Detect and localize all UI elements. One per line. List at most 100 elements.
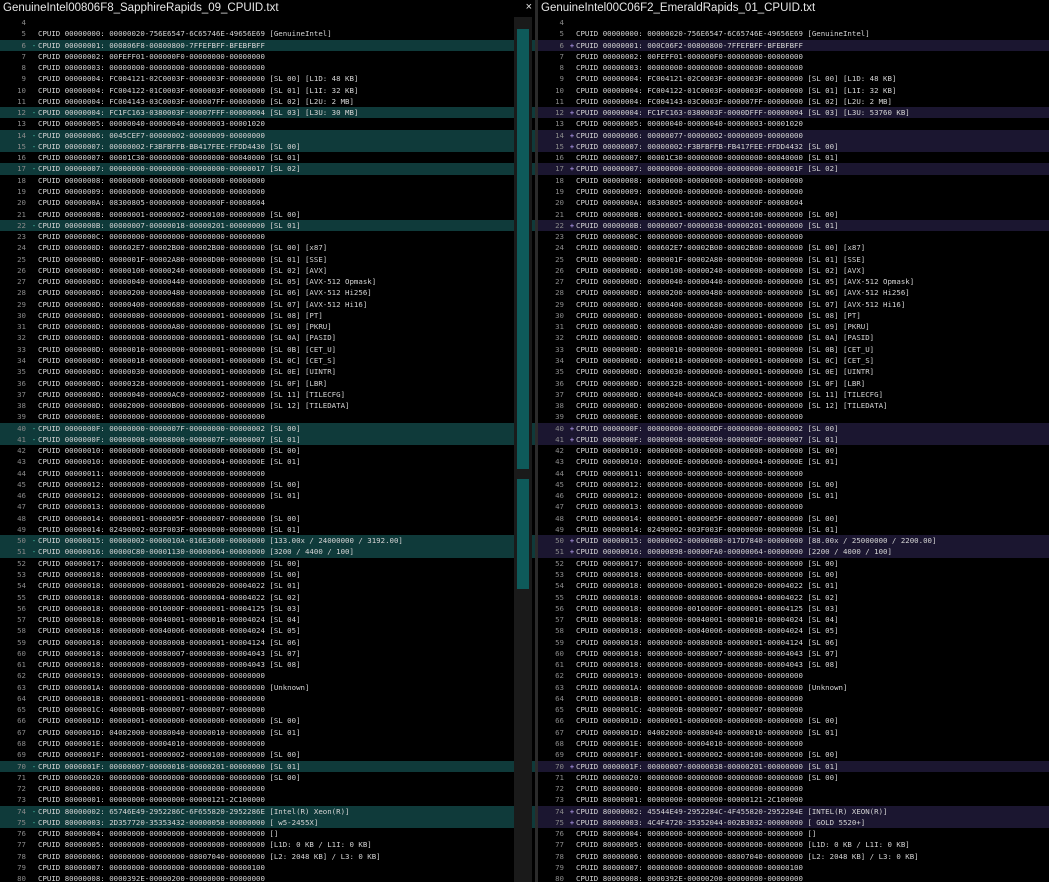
right-code-line[interactable]: 60 CPUID 00000018: 00000000-00080007-000… [538, 648, 1049, 659]
right-code-line[interactable]: 17 + CPUID 00000007: 00000000-00000000-000… [538, 163, 1049, 175]
left-code-line[interactable]: 16 CPUID 00000007: 00001C30-00000000-000… [0, 152, 535, 163]
left-diff-pane[interactable]: GenuineIntel00806F8_SapphireRapids_09_CP… [0, 0, 535, 882]
right-code-line[interactable]: 39 CPUID 0000000E: 00000000-00000000-000… [538, 411, 1049, 422]
right-code-line[interactable]: 7 CPUID 00000002: 00FEFF01-000000F0-0000… [538, 51, 1049, 62]
right-code-line[interactable]: 28 CPUID 0000000D: 00000200-00000480-000… [538, 287, 1049, 298]
left-code-line[interactable]: 11 CPUID 00000004: FC004143-03C0003F-000… [0, 96, 535, 107]
left-code-line[interactable]: 70- CPUID 0000001F: 00000007-00000018-000… [0, 760, 535, 772]
left-code-line[interactable]: 12- CPUID 00000004: FC1FC163-0380003F-000… [0, 107, 535, 119]
right-code-line[interactable]: 48 CPUID 00000014: 00000001-0000005F-000… [538, 513, 1049, 524]
right-code-line[interactable]: 16 CPUID 00000007: 00001C30-00000000-000… [538, 152, 1049, 163]
left-code-line[interactable]: 77 CPUID 80000005: 00000000-00000000-000… [0, 839, 535, 850]
right-code-line[interactable]: 20 CPUID 0000000A: 08300805-00000000-000… [538, 197, 1049, 208]
right-code-line[interactable]: 26 CPUID 0000000D: 00000100-00000240-000… [538, 265, 1049, 276]
left-code-line[interactable]: 50- CPUID 00000015: 00000002-0000010A-016… [0, 535, 535, 547]
left-code-line[interactable]: 19 CPUID 00000009: 00000000-00000000-000… [0, 186, 535, 197]
left-code-line[interactable]: 53 CPUID 00000018: 00000008-00000000-000… [0, 569, 535, 580]
left-code-line[interactable]: 8 CPUID 00000003: 00000000-00000000-0000… [0, 62, 535, 73]
right-code-line[interactable]: 43 CPUID 00000010: 0000000E-00006000-000… [538, 456, 1049, 467]
left-code-line[interactable]: 57 CPUID 00000018: 00000000-00040001-000… [0, 614, 535, 625]
right-code-line[interactable]: 24 CPUID 0000000D: 000602E7-00002B00-000… [538, 242, 1049, 253]
right-code-line[interactable]: 57 CPUID 00000018: 00000000-00040001-000… [538, 614, 1049, 625]
right-code-line[interactable]: 44 CPUID 00000011: 00000000-00000000-000… [538, 468, 1049, 479]
left-code-line[interactable]: 79 CPUID 80000007: 00000000-00000000-000… [0, 862, 535, 873]
right-code-line[interactable]: 21 CPUID 0000000B: 00000001-00000002-000… [538, 209, 1049, 220]
right-code-line[interactable]: 56 CPUID 00000018: 00000000-0010000F-000… [538, 603, 1049, 614]
left-code-line[interactable]: 72 CPUID 80000000: 80000008-00000000-000… [0, 783, 535, 794]
left-code-line[interactable]: 54 CPUID 00000018: 00000000-00080001-000… [0, 580, 535, 591]
right-code-line[interactable]: 6 + CPUID 00000001: 000C06F2-00800800-7FFE… [538, 39, 1049, 51]
right-code-line[interactable]: 53 CPUID 00000018: 00000008-00000000-000… [538, 569, 1049, 580]
left-code-line[interactable]: 38 CPUID 0000000D: 00002000-00000B00-000… [0, 400, 535, 411]
right-code-line[interactable]: 37 CPUID 0000000D: 00000040-00000AC0-000… [538, 389, 1049, 400]
left-code-line[interactable]: 63 CPUID 0000001A: 00000000-00000000-000… [0, 682, 535, 693]
right-code-line[interactable]: 58 CPUID 00000018: 00000000-00040006-000… [538, 625, 1049, 636]
right-code-line[interactable]: 63 CPUID 0000001A: 00000000-00000000-000… [538, 682, 1049, 693]
left-code-line[interactable]: 5 CPUID 00000000: 00000020-756E6547-6C65… [0, 28, 535, 39]
right-code-line[interactable]: 62 CPUID 00000019: 00000000-00000000-000… [538, 670, 1049, 681]
right-code-line[interactable]: 68 CPUID 0000001E: 00000000-00004010-000… [538, 738, 1049, 749]
left-code-line[interactable]: 68 CPUID 0000001E: 00000000-00004010-000… [0, 738, 535, 749]
left-code-line[interactable]: 73 CPUID 80000001: 00000000-00000000-000… [0, 794, 535, 805]
left-code-line[interactable]: 39 CPUID 0000000E: 00000000-00000000-000… [0, 411, 535, 422]
right-code-line[interactable]: 77 CPUID 80000005: 00000000-00000000-000… [538, 839, 1049, 850]
right-code-line[interactable]: 71 CPUID 00000020: 00000000-00000000-000… [538, 772, 1049, 783]
right-code-line[interactable]: 9 CPUID 00000004: FC004121-02C0003F-0000… [538, 73, 1049, 84]
right-code-line[interactable]: 18 CPUID 00000008: 00000000-00000000-000… [538, 175, 1049, 186]
right-code-line[interactable]: 75 + CPUID 80000003: 4C4F4720-35352044-002… [538, 816, 1049, 829]
left-code-line[interactable]: 34 CPUID 0000000D: 00000018-00000000-000… [0, 355, 535, 366]
right-code-line[interactable]: 64 CPUID 0000001B: 00000001-00000001-000… [538, 693, 1049, 704]
right-code-line[interactable]: 67 CPUID 0000001D: 04002000-00080040-000… [538, 727, 1049, 738]
right-code-line[interactable]: 61 CPUID 00000018: 00000000-00080009-000… [538, 659, 1049, 670]
pane-divider[interactable] [535, 0, 538, 882]
left-code-line[interactable]: 13 CPUID 00000005: 00000040-00000040-000… [0, 118, 535, 129]
right-code-line[interactable]: 35 CPUID 0000000D: 00000030-00000000-000… [538, 366, 1049, 377]
right-code-line[interactable]: 72 CPUID 80000000: 80000008-00000000-000… [538, 783, 1049, 794]
right-code-line[interactable]: 47 CPUID 00000013: 00000000-00000000-000… [538, 501, 1049, 512]
right-code-line[interactable]: 55 CPUID 00000018: 00000000-00080006-000… [538, 592, 1049, 603]
left-code-line[interactable]: 14- CPUID 00000006: 0045CEF7-00000002-000… [0, 129, 535, 141]
left-close-icon[interactable]: × [525, 1, 532, 13]
left-code-line[interactable]: 60 CPUID 00000018: 00000000-00080007-000… [0, 648, 535, 659]
right-code-line[interactable]: 51 + CPUID 00000016: 00000898-00000FA0-000… [538, 546, 1049, 558]
left-code-line[interactable]: 48 CPUID 00000014: 00000001-0000005F-000… [0, 513, 535, 524]
right-code-line[interactable]: 50 + CPUID 00000015: 00000002-000000B0-017… [538, 535, 1049, 547]
right-code-line[interactable]: 5 CPUID 00000000: 00000020-756E6547-6C65… [538, 28, 1049, 39]
right-code-line[interactable]: 38 CPUID 0000000D: 00002000-00000B00-000… [538, 400, 1049, 411]
left-code-line[interactable]: 43 CPUID 00000010: 0000000E-00006000-000… [0, 456, 535, 467]
left-code-line[interactable]: 52 CPUID 00000017: 00000000-00000000-000… [0, 558, 535, 569]
right-code-line[interactable]: 31 CPUID 0000000D: 00000008-00000A80-000… [538, 321, 1049, 332]
left-code-line[interactable]: 24 CPUID 0000000D: 000602E7-00002B00-000… [0, 242, 535, 253]
right-code-line[interactable]: 45 CPUID 00000012: 00000000-00000000-000… [538, 479, 1049, 490]
right-code-line[interactable]: 40 + CPUID 0000000F: 00000000-000000DF-000… [538, 422, 1049, 434]
left-code-line[interactable]: 65 CPUID 0000001C: 4000000B-00000007-000… [0, 704, 535, 715]
left-scrollbar[interactable] [514, 17, 532, 882]
right-code-line[interactable]: 78 CPUID 80000006: 00000000-00000000-080… [538, 851, 1049, 862]
right-code-line[interactable]: 27 CPUID 0000000D: 00000040-00000440-000… [538, 276, 1049, 287]
right-code-line[interactable]: 36 CPUID 0000000D: 00000328-00000000-000… [538, 378, 1049, 389]
right-code-line[interactable]: 46 CPUID 00000012: 00000000-00000000-000… [538, 490, 1049, 501]
right-code-line[interactable]: 49 CPUID 00000014: 02490002-003F003F-000… [538, 524, 1049, 535]
right-code-line[interactable]: 33 CPUID 0000000D: 00000010-00000000-000… [538, 344, 1049, 355]
left-code-line[interactable]: 67 CPUID 0000001D: 04002000-00080040-000… [0, 727, 535, 738]
left-code-line[interactable]: 56 CPUID 00000018: 00000000-0010000F-000… [0, 603, 535, 614]
left-code-line[interactable]: 78 CPUID 80000006: 00000000-00000000-080… [0, 851, 535, 862]
left-code-line[interactable]: 75- CPUID 80000003: 2D357720-35353432-000… [0, 816, 535, 829]
left-code-line[interactable]: 17- CPUID 00000007: 00000000-00000000-000… [0, 163, 535, 175]
right-code-line[interactable]: 13 CPUID 00000005: 00000040-00000040-000… [538, 118, 1049, 129]
left-code-line[interactable]: 76 CPUID 80000004: 00000000-00000000-000… [0, 828, 535, 839]
left-code-line[interactable]: 21 CPUID 0000000B: 00000001-00000002-000… [0, 209, 535, 220]
left-code-line[interactable]: 26 CPUID 0000000D: 00000100-00000240-000… [0, 265, 535, 276]
left-code-line[interactable]: 7 CPUID 00000002: 00FEFF01-000000F0-0000… [0, 51, 535, 62]
left-code-line[interactable]: 74- CPUID 80000002: 65746E49-2952286C-6F6… [0, 805, 535, 817]
left-code-line[interactable]: 71 CPUID 00000020: 00000000-00000000-000… [0, 772, 535, 783]
left-code-line[interactable]: 29 CPUID 0000000D: 00000400-00000680-000… [0, 299, 535, 310]
right-code-line[interactable]: 74 + CPUID 80000002: 45544E49-2952284C-4F4… [538, 805, 1049, 817]
left-code-line[interactable]: 23 CPUID 0000000C: 00000000-00000000-000… [0, 231, 535, 242]
left-code-line[interactable]: 61 CPUID 00000018: 00000000-00080009-000… [0, 659, 535, 670]
left-code-line[interactable]: 49 CPUID 00000014: 02490002-003F003F-000… [0, 524, 535, 535]
right-code-line[interactable]: 65 CPUID 0000001C: 4000000B-00000007-000… [538, 704, 1049, 715]
left-code-line[interactable]: 20 CPUID 0000000A: 08300805-00000000-000… [0, 197, 535, 208]
left-code-line[interactable]: 44 CPUID 00000011: 00000000-00000000-000… [0, 468, 535, 479]
left-code-line[interactable]: 46 CPUID 00000012: 00000000-00000000-000… [0, 490, 535, 501]
